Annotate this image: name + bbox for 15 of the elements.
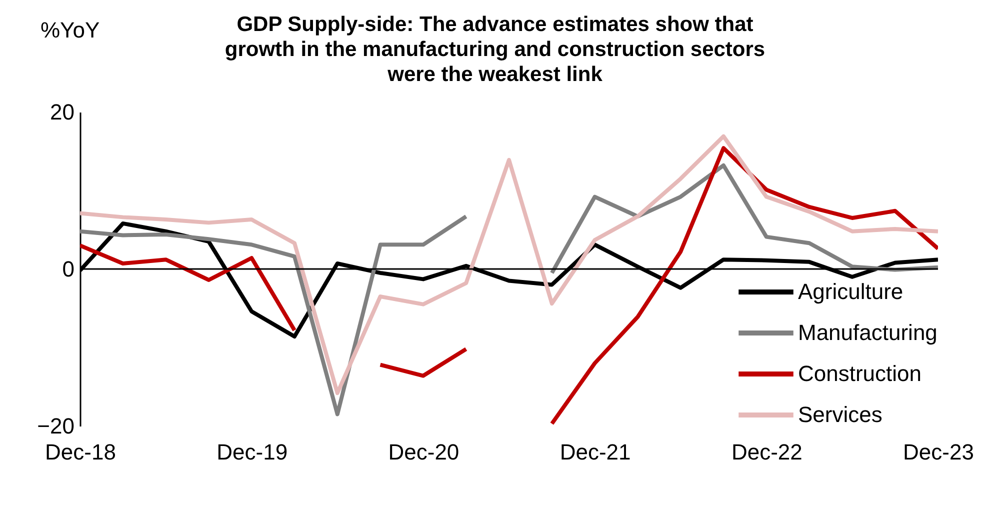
legend-label: Services [798, 402, 882, 427]
x-tick-label: Dec-19 [216, 440, 288, 464]
y-axis-title: %YoY [40, 18, 100, 42]
chart-title: GDP Supply-side: The advance estimates show that growth in the manufacturing and construction sectors were the weakest link [224, 13, 766, 86]
x-tick-label: Dec-21 [560, 440, 631, 464]
x-tick-label: Dec-23 [903, 440, 974, 464]
x-tick-label: Dec-22 [731, 440, 802, 464]
legend-label: Agriculture [798, 279, 904, 304]
x-tick-label: Dec-20 [388, 440, 460, 464]
legend-label: Manufacturing [798, 320, 938, 345]
y-tick-label: 20 [50, 100, 74, 124]
y-tick-label: −20 [37, 414, 74, 438]
legend-label: Construction [798, 361, 922, 386]
x-tick-label: Dec-18 [45, 440, 116, 464]
y-tick-label: 0 [62, 256, 74, 282]
